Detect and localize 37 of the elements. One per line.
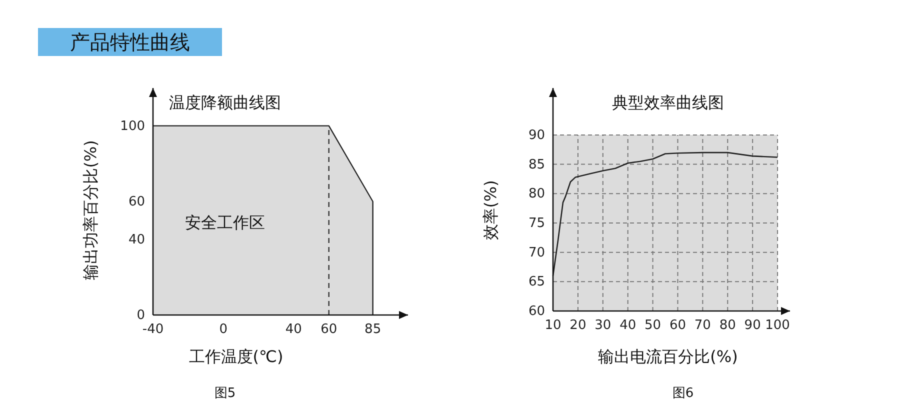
x-tick-label: 85 [364,322,382,337]
x-axis-title: 输出电流百分比(%) [598,347,738,366]
y-axis-title: 输出功率百分比(%) [81,140,100,280]
x-tick-label: 10 [544,318,562,333]
x-tick-label: 40 [620,318,636,333]
chart-title: 典型效率曲线图 [612,93,724,112]
annotation: 安全工作区 [185,213,265,232]
x-tick-label: 20 [570,318,586,333]
x-tick-label: 90 [744,318,761,333]
chart-title: 温度降额曲线图 [169,93,281,112]
y-tick-label: 0 [136,308,145,323]
x-tick-label: 30 [594,318,612,333]
y-tick-label: 40 [128,232,145,248]
y-tick-label: 80 [528,186,545,202]
caption: 图6 [672,386,694,401]
x-tick-label: 100 [765,318,790,333]
y-tick-label: 60 [128,194,145,210]
y-axis-title: 效率(%) [481,180,500,240]
x-tick-label: 50 [644,318,662,333]
x-tick-label: -40 [142,322,164,337]
caption: 图5 [214,386,236,401]
x-tick-label: 0 [219,322,228,337]
line-series [552,152,778,276]
y-tick-label: 65 [528,274,545,290]
x-tick-label: 60 [669,318,686,333]
y-tick-label: 90 [528,128,545,143]
y-tick-label: 85 [528,157,545,172]
x-tick-label: 60 [320,322,338,337]
y-tick-label: 60 [528,304,545,319]
x-tick-label: 40 [285,322,302,337]
y-tick-label: 75 [528,216,545,231]
x-tick-label: 80 [719,318,736,333]
y-tick-label: 70 [528,245,545,260]
x-axis-title: 工作温度(℃) [188,347,284,366]
text: 产品特性曲线 [70,30,190,54]
x-tick-label: 70 [694,318,711,333]
y-tick-label: 100 [120,118,145,134]
